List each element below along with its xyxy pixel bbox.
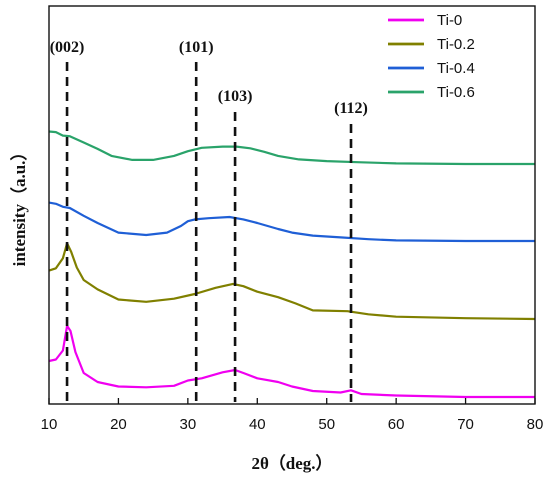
x-axis-label: 2θ（deg.） (251, 453, 332, 473)
legend-label: Ti-0 (437, 12, 462, 29)
peak-marker-label: (112) (334, 100, 368, 117)
legend-label: Ti-0.2 (437, 36, 475, 53)
x-tick-label: 80 (527, 416, 544, 433)
peak-marker-label: (103) (218, 88, 253, 105)
plot-frame (48, 5, 536, 405)
series-line-ti-0-2 (48, 242, 536, 321)
peak-marker-label: (101) (179, 39, 214, 56)
x-tick-label: 40 (249, 416, 266, 433)
legend-label: Ti-0.6 (437, 84, 475, 101)
x-tick-label: 10 (41, 416, 58, 433)
x-ticks-layer: 10 20 30 40 50 60 70 80 (41, 398, 544, 433)
x-tick-label: 60 (388, 416, 405, 433)
x-tick-label: 30 (180, 416, 197, 433)
series-line-ti-0 (48, 324, 535, 399)
series-line-ti-0-6 (48, 130, 535, 166)
curves-layer (48, 130, 536, 399)
legend-label: Ti-0.4 (437, 60, 475, 77)
peak-marker-label: (002) (50, 39, 85, 56)
x-tick-label: 20 (110, 416, 127, 433)
peak-markers-layer: (002) (101) (103) (112) (50, 39, 368, 402)
legend: Ti-0 Ti-0.2 Ti-0.4 Ti-0.6 (388, 12, 475, 101)
series-line-ti-0-4 (48, 201, 535, 243)
x-tick-label: 50 (318, 416, 335, 433)
x-tick-label: 70 (457, 416, 474, 433)
y-axis-label: intensity（a.u.） (9, 144, 29, 267)
